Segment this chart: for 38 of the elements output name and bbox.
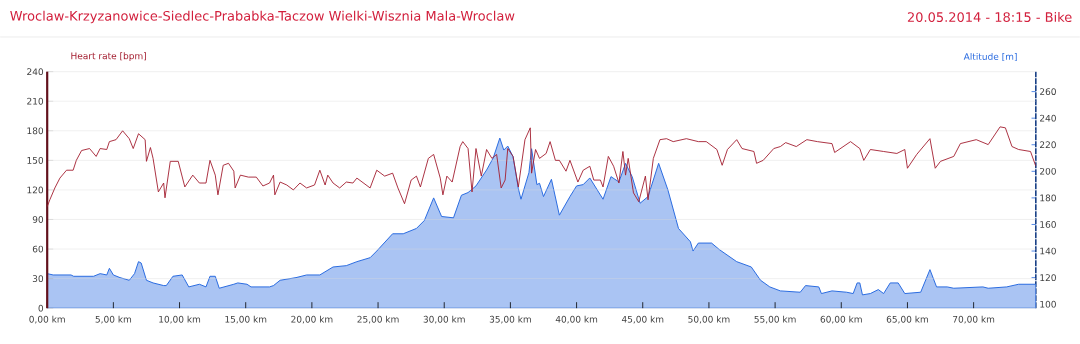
y2-tick-label: 160 xyxy=(1040,221,1056,228)
x-tick-label: 40,00 km xyxy=(555,315,598,324)
chart-title: Wroclaw-Krzyzanowice-Siedlec-Prababka-Taczow Wielki-Wisznia Mala-Wroclaw xyxy=(10,10,515,24)
y-tick-label: 120 xyxy=(27,186,44,194)
x-tick-label: 0,00 km xyxy=(29,315,65,324)
y-tick-label: 210 xyxy=(27,97,44,105)
y2-tick-label: 100 xyxy=(1040,300,1056,308)
x-tick-label: 25,00 km xyxy=(357,315,399,324)
y-axis-title: Heart rate [bpm] xyxy=(71,52,146,62)
x-tick-label: 70,00 km xyxy=(953,315,995,324)
x-tick-label: 45,00 km xyxy=(621,315,664,324)
x-tick-label: 60,00 km xyxy=(820,315,862,324)
x-tick-label: 5,00 km xyxy=(95,315,132,324)
y-tick-label: 0 xyxy=(38,304,44,312)
y2-axis-title: Altitude [m] xyxy=(963,53,1017,62)
x-tick-label: 10,00 km xyxy=(159,315,201,324)
y-tick-label: 60 xyxy=(32,245,44,253)
y2-tick-label: 200 xyxy=(1040,167,1056,175)
x-tick-label: 20,00 km xyxy=(291,315,333,324)
y-tick-label: 240 xyxy=(27,68,44,76)
x-tick-label: 55,00 km xyxy=(754,315,796,324)
x-tick-label: 35,00 km xyxy=(489,315,531,324)
y2-tick-label: 240 xyxy=(1040,114,1056,122)
y2-tick-label: 220 xyxy=(1040,141,1056,149)
y2-tick-label: 120 xyxy=(1040,274,1056,282)
y-tick-label: 150 xyxy=(27,157,44,164)
x-tick-label: 30,00 km xyxy=(423,315,465,324)
x-tick-label: 65,00 km xyxy=(886,315,928,324)
x-tick-label: 15,00 km xyxy=(225,315,267,324)
x-tick-label: 50,00 km xyxy=(688,315,730,324)
chart-subtitle: 20.05.2014 - 18:15 - Bike xyxy=(907,12,1072,23)
y-tick-label: 90 xyxy=(32,216,44,223)
y2-tick-label: 260 xyxy=(1040,88,1056,96)
y-tick-label: 180 xyxy=(27,127,44,135)
line-series xyxy=(47,126,1036,208)
y-tick-label: 30 xyxy=(32,275,44,283)
y2-tick-label: 140 xyxy=(1040,247,1056,255)
y2-tick-label: 180 xyxy=(1040,194,1056,202)
